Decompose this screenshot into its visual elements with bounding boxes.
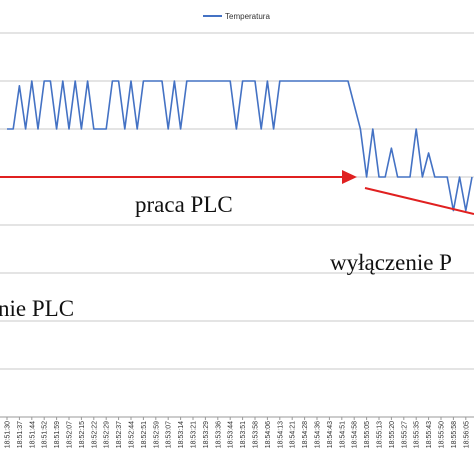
x-tick-label: 18:53:58 xyxy=(253,421,260,448)
x-tick-label: 18:53:44 xyxy=(228,421,235,448)
x-tick-label: 18:51:44 xyxy=(29,421,36,448)
series-line xyxy=(7,80,473,212)
x-tick-label: 18:54:28 xyxy=(302,421,309,448)
x-tick-label: 18:51:59 xyxy=(54,421,61,448)
x-tick-label: 18:55:58 xyxy=(451,421,458,448)
x-tick-label: 18:51:52 xyxy=(42,421,49,448)
x-tick-label: 18:53:07 xyxy=(166,421,173,448)
x-tick-label: 18:52:44 xyxy=(129,421,136,448)
annotation: nie PLC xyxy=(0,296,74,321)
x-tick-label: 18:56:05 xyxy=(463,421,470,448)
x-tick-label: 18:52:07 xyxy=(67,421,74,448)
arrow-line xyxy=(364,187,474,215)
arrow-head xyxy=(342,170,357,184)
x-tick-label: 18:51:37 xyxy=(17,421,24,448)
x-tick-label: 18:52:37 xyxy=(116,421,123,448)
x-tick-label: 18:54:51 xyxy=(339,421,346,448)
legend-label: Temperatura xyxy=(225,12,270,21)
x-tick-label: 18:55:13 xyxy=(377,421,384,448)
x-tick-label: 18:54:21 xyxy=(290,421,297,448)
x-tick-label: 18:54:13 xyxy=(277,421,284,448)
x-tick-label: 18:54:43 xyxy=(327,421,334,448)
x-tick-label: 18:55:27 xyxy=(401,421,408,448)
x-tick-label: 18:52:15 xyxy=(79,421,86,448)
x-tick-label: 18:55:50 xyxy=(439,421,446,448)
plot xyxy=(7,80,473,212)
x-tick-label: 18:55:20 xyxy=(389,421,396,448)
x-tick-label: 18:52:59 xyxy=(153,421,160,448)
x-tick-label: 18:54:06 xyxy=(265,421,272,448)
x-tick-label: 18:51:30 xyxy=(5,421,12,448)
x-tick-label: 18:55:05 xyxy=(364,421,371,448)
x-tick-label: 18:53:21 xyxy=(191,421,198,448)
annotation: wyłączenie P xyxy=(330,250,452,275)
x-tick-label: 18:52:22 xyxy=(91,421,98,448)
x-tick-label: 18:54:36 xyxy=(315,421,322,448)
annotation: praca PLC xyxy=(135,192,233,217)
x-tick-label: 18:54:58 xyxy=(352,421,359,448)
x-tick-label: 18:55:35 xyxy=(414,421,421,448)
x-tick-label: 18:52:51 xyxy=(141,421,148,448)
x-tick-label: 18:53:36 xyxy=(215,421,222,448)
x-tick-label: 18:53:29 xyxy=(203,421,210,448)
x-tick-label: 18:53:51 xyxy=(240,421,247,448)
x-tick-label: 18:55:43 xyxy=(426,421,433,448)
x-tick-label: 18:53:14 xyxy=(178,421,185,448)
x-tick-label: 18:52:29 xyxy=(104,421,111,448)
